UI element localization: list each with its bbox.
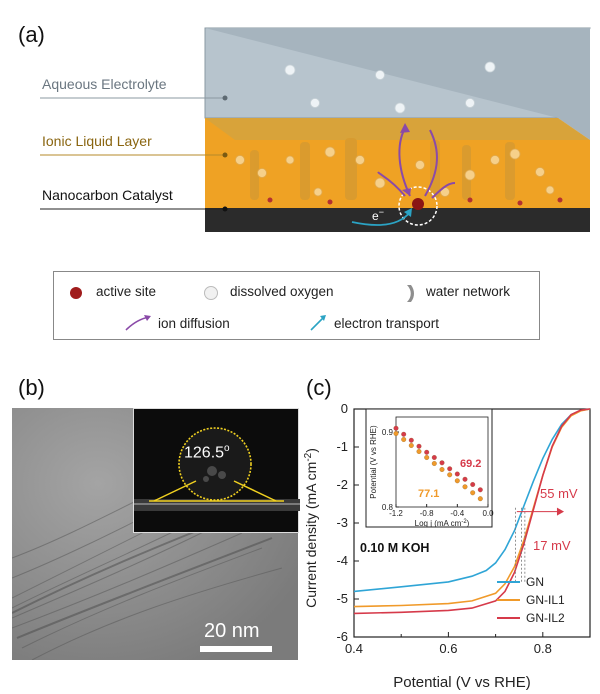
water-droplet [178,427,252,501]
scale-bar [200,646,272,652]
angle-line-left [153,480,197,502]
x-tick-label: 0.4 [345,641,363,656]
chart-legend: GN GN-IL1 GN-IL2 [497,575,565,625]
scale-bar-label: 20 nm [204,620,260,642]
y-tick-label: -6 [336,629,348,644]
ion-diffusion-icon [125,316,150,331]
inset-point-gn-il2 [454,471,460,477]
y-tick-label: -1 [336,439,348,454]
inset-y-tick-label: 0.8 [382,503,394,512]
inset-point-gn-il2 [393,425,399,431]
y-tick-label: 0 [341,401,348,416]
lsv-chart: 0.4 0.6 0.80-1-2-3-4-5-6 -1.2 -0.8 -0.4 0.00.… [303,401,591,691]
tafel-inset: -1.2 -0.8 -0.4 0.0 0.9 0.8 69.2 77.1 Log j (mA c… [365,408,494,528]
legend-dissolved-oxygen: dissolved oxygen [230,284,334,299]
dissolved-oxygen-bubbles [284,61,496,114]
electron-arrowhead [404,208,412,217]
inset-x-axis-label: Log j (mA cm-2) [415,519,470,528]
inset-point-gn-il2 [477,487,483,493]
inset-point-gn-il1 [439,467,445,472]
legend: active site dissolved oxygen water netwo… [53,271,540,340]
series-line-gn-il2 [353,408,591,615]
legend-label-gn-il2: GN-IL2 [526,611,565,625]
electron-label: e− [372,207,384,223]
inset-y-axis-label: Potential (V vs RHE) [369,425,378,499]
inset-point-gn-il2 [424,449,430,455]
catalyst-layer [205,208,590,232]
inset-point-gn-il2 [416,443,422,449]
active-sites [267,197,563,206]
inset-point-gn-il1 [401,437,407,442]
inset-x-tick-label: -1.2 [389,509,403,518]
inset-x-tick-label: 0.0 [482,509,494,518]
y-axis-label: Current density (mA cm-2) [303,448,319,608]
x-axis-label: Potential (V vs RHE) [393,674,531,691]
inset-point-gn-il1 [454,478,460,484]
inset-frame [395,416,489,508]
ionic-top-face [205,118,590,140]
inset-point-gn-il2 [431,455,437,460]
shift-arrowhead [556,507,565,516]
inset-point-gn-il2 [401,431,407,437]
x-tick-label: 0.8 [534,641,552,656]
electron-transport-icon [310,316,325,331]
panel-b-label: (b) [18,375,45,400]
water-network-icon [407,285,414,302]
tafel-slope-gn-il1: 77.1 [418,488,439,500]
y-tick-label: -3 [336,515,348,530]
ion-diffusion-arrows [377,127,456,199]
central-active-site [412,198,424,210]
y-tick-label: -5 [336,591,348,606]
inset-point-gn-il1 [477,496,483,502]
inset-x-tick-label: -0.8 [420,509,434,518]
inset-x-tick-label: -0.4 [450,509,464,518]
y-tick-label: -4 [336,553,348,568]
legend-active-site: active site [96,284,157,299]
inset-point-gn-il2 [462,476,468,482]
inset-point-gn-il1 [424,455,430,460]
panel-c-label: (c) [306,375,332,400]
main-axes: 0.4 0.6 0.8 0 -1 -2 -3 -4 -5 -6 [336,401,591,656]
tafel-slope-gn-il2: 69.2 [460,458,481,470]
ionic-bubbles [235,146,555,197]
electron-transport-arrow [351,211,411,226]
shift-annotation-17: 17 mV [533,538,571,553]
ionic-liquid-label: Ionic Liquid Layer [42,133,152,149]
inset-point-gn-il2 [439,460,445,466]
active-site-icon [70,287,82,299]
water-network [250,138,515,200]
inset-point-gn-il2 [447,466,453,472]
nanocarbon-catalyst-label: Nanocarbon Catalyst [42,187,173,203]
aqueous-electrolyte-label: Aqueous Electrolyte [42,76,167,92]
contact-angle-inset: 126.5o [133,408,300,533]
legend-ion-diffusion: ion diffusion [158,316,230,331]
shift-annotation-55: 55 mV [540,486,578,501]
inset-point-gn-il1 [470,490,476,496]
inset-point-gn-il1 [447,472,453,478]
angle-line-right [233,480,277,502]
inset-point-gn-il1 [431,461,437,466]
contact-angle-value: 126.5o [184,443,230,462]
dissolved-oxygen-icon [204,286,218,300]
condition-label: 0.10 M KOH [360,541,429,555]
legend-label-gn: GN [526,575,544,589]
inset-point-gn-il2 [470,482,476,487]
ion-arrowheads [400,123,411,196]
main-series [353,408,591,615]
inset-point-gn-il1 [408,443,414,448]
inset-y-tick-label: 0.9 [382,428,394,437]
inset-point-gn-il1 [416,449,422,454]
inset-point-gn-il2 [408,437,414,443]
aqueous-side-face [205,28,590,140]
x-tick-label: 0.6 [439,641,457,656]
y-tick-label: -2 [336,477,348,492]
panel-a-label: (a) [18,22,45,47]
schematic-diagram: e− [40,27,591,232]
inset-point-gn-il1 [462,484,468,490]
legend-electron-transport: electron transport [334,316,440,331]
legend-label-gn-il1: GN-IL1 [526,593,565,607]
highlight-circle [398,186,438,226]
legend-water-network: water network [426,284,511,299]
inset-point-gn-il1 [393,431,399,436]
